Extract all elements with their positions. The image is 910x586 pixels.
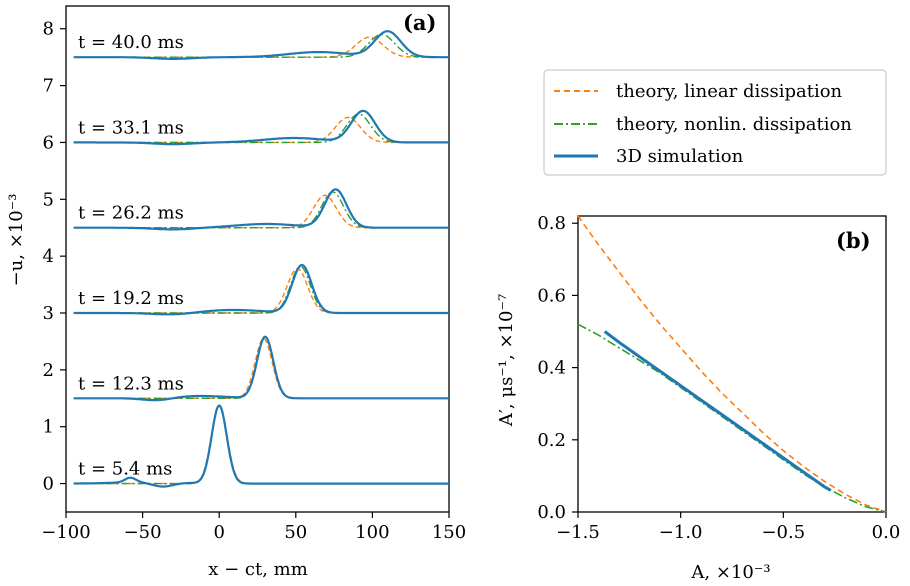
a-time-label: t = 26.2 ms [78, 203, 184, 224]
b-sim-curve [603, 330, 832, 492]
b-ytick-label: 0.4 [537, 358, 566, 379]
legend-label-sim: 3D simulation [616, 146, 744, 167]
b-xtick-label: 0.0 [872, 522, 901, 543]
a-xtick-label: 150 [432, 522, 466, 543]
a-sim-curve [73, 335, 449, 402]
panel-b-xlabel: A, ×10⁻³ [690, 562, 770, 583]
panel-a-frame [65, 5, 450, 513]
a-ytick-label: 7 [43, 76, 54, 97]
b-xtick-label: −0.5 [761, 522, 805, 543]
a-xtick-label: −50 [124, 522, 162, 543]
a-ytick-label: 3 [43, 303, 54, 324]
b-nonlin-curve [577, 323, 887, 513]
panel-a-label: (a) [403, 10, 436, 35]
b-linear-curve [577, 215, 887, 513]
a-ytick-label: 2 [43, 360, 54, 381]
a-ytick-label: 5 [43, 189, 54, 210]
legend-label-nonlin: theory, nonlin. dissipation [616, 114, 852, 135]
a-xtick-label: 50 [284, 522, 307, 543]
a-xtick-label: 0 [213, 522, 224, 543]
a-time-label: t = 5.4 ms [78, 459, 172, 480]
b-xtick-label: −1.5 [556, 522, 600, 543]
a-sim-curve [73, 30, 449, 60]
b-xtick-label: −1.0 [659, 522, 703, 543]
a-time-label: t = 12.3 ms [78, 373, 184, 394]
panel-b-label: (b) [836, 228, 871, 253]
a-sim-curve [73, 263, 449, 316]
a-time-label: t = 33.1 ms [78, 117, 184, 138]
panel-a-ylabel: −u, ×10⁻³ [6, 194, 27, 287]
a-ytick-label: 6 [43, 132, 54, 153]
a-ytick-label: 8 [43, 19, 54, 40]
a-nonlin-curve [73, 113, 449, 144]
a-xtick-label: 100 [355, 522, 389, 543]
a-ytick-label: 4 [43, 246, 54, 267]
panel-b-ylabel: A′, μs⁻¹, ×10⁻⁷ [496, 294, 517, 427]
a-time-label: t = 40.0 ms [78, 32, 184, 53]
a-sim-curve [73, 109, 449, 146]
b-ytick-label: 0.6 [537, 285, 566, 306]
b-ytick-label: 0.2 [537, 430, 566, 451]
legend-label-linear: theory, linear dissipation [616, 81, 843, 102]
a-sim-curve [73, 404, 449, 488]
a-xtick-label: −100 [41, 522, 90, 543]
panel-b-frame [577, 215, 887, 513]
legend: theory, linear dissipation theory, nonli… [543, 69, 887, 176]
b-ytick-label: 0.8 [537, 213, 566, 234]
a-ytick-label: 1 [43, 417, 54, 438]
legend-frame [543, 69, 887, 176]
panel-a-xlabel: x − ct, mm [208, 559, 308, 580]
a-time-label: t = 19.2 ms [78, 288, 184, 309]
b-ytick-label: 0.0 [537, 502, 566, 523]
a-ytick-label: 0 [43, 474, 54, 495]
a-sim-curve [73, 188, 449, 231]
